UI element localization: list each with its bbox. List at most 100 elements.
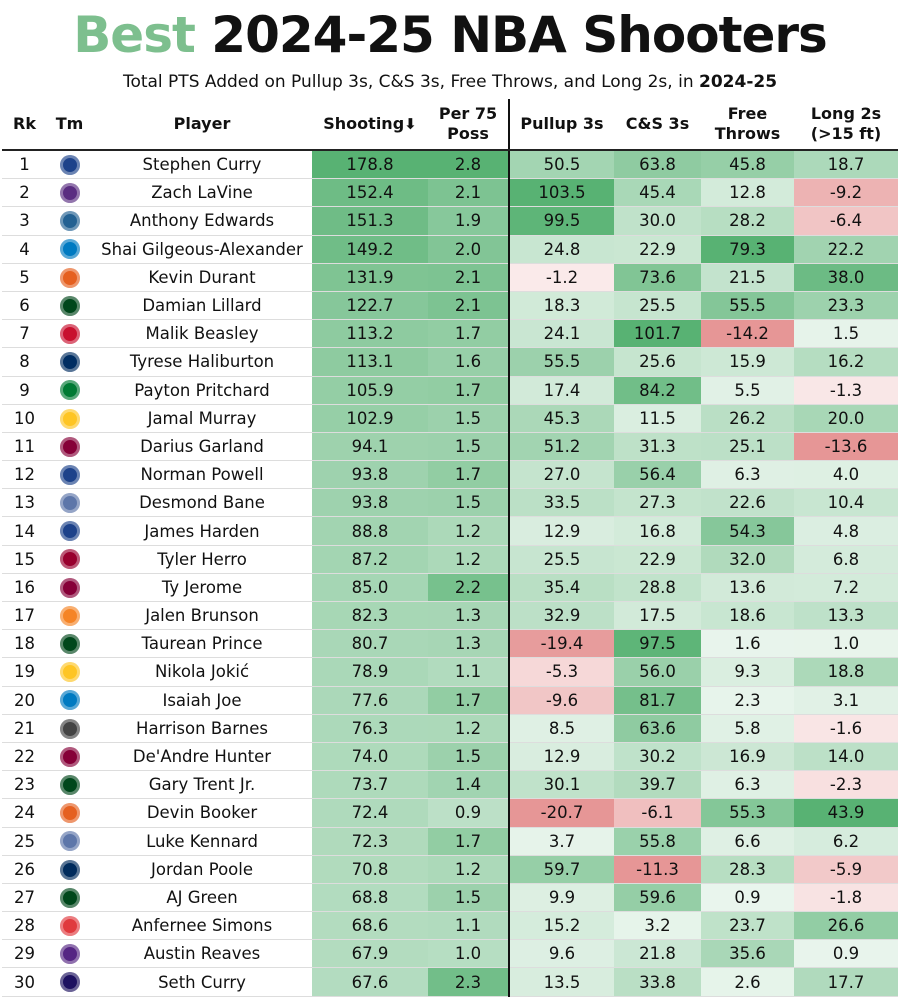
stat-cell: 152.4 <box>312 178 428 208</box>
stat-cell: 101.7 <box>614 319 701 349</box>
stat-cell: 1.9 <box>428 206 509 236</box>
team-cell <box>47 770 92 800</box>
stat-cell: 2.3 <box>701 686 794 715</box>
stat-cell: 28.2 <box>701 206 794 236</box>
stat-cell: 2.1 <box>428 263 509 292</box>
player-name: Harrison Barnes <box>92 714 312 743</box>
stat-cell: 1.0 <box>428 939 509 969</box>
stat-cell: 84.2 <box>614 376 701 405</box>
stat-cell: 0.9 <box>794 939 898 969</box>
stat-cell: 3.2 <box>614 911 701 941</box>
team-logo <box>59 662 80 683</box>
stat-cell: 1.5 <box>428 432 509 462</box>
stat-cell: 103.5 <box>508 178 614 208</box>
stat-cell: 4.0 <box>794 460 898 490</box>
rank: 9 <box>2 376 47 405</box>
player-name: James Harden <box>92 516 312 546</box>
rank: 25 <box>2 827 47 856</box>
stat-cell: -20.7 <box>508 798 614 828</box>
stat-cell: 32.9 <box>508 601 614 631</box>
stat-cell: 1.0 <box>794 629 898 659</box>
player-row: 16 Ty Jerome 85.0 2.2 35.4 28.8 13.6 7.2 <box>2 573 898 603</box>
team-logo <box>59 915 80 936</box>
table-body: 1 Stephen Curry 178.8 2.8 50.5 63.8 45.8 18.7 2 Z… <box>2 150 898 997</box>
stat-cell: 151.3 <box>312 206 428 236</box>
player-name: Damian Lillard <box>92 291 312 321</box>
stat-cell: 18.7 <box>794 150 898 180</box>
column-header-text: Rk <box>13 114 36 133</box>
rank: 23 <box>2 770 47 800</box>
stat-cell: 97.5 <box>614 629 701 659</box>
player-row: 11 Darius Garland 94.1 1.5 51.2 31.3 25.1 -13.6 <box>2 432 898 462</box>
stat-cell: 17.7 <box>794 967 898 997</box>
stat-cell: 56.0 <box>614 657 701 687</box>
stat-cell: 22.2 <box>794 235 898 264</box>
player-name: Shai Gilgeous-Alexander <box>92 235 312 264</box>
subtitle: Total PTS Added on Pullup 3s, C&S 3s, Fr… <box>0 72 900 92</box>
player-row: 6 Damian Lillard 122.7 2.1 18.3 25.5 55.5 23.3 <box>2 291 898 321</box>
stat-cell: 54.3 <box>701 516 794 546</box>
player-name: Anthony Edwards <box>92 206 312 236</box>
player-row: 3 Anthony Edwards 151.3 1.9 99.5 30.0 28.2 -6.4 <box>2 206 898 236</box>
stat-cell: 30.1 <box>508 770 614 800</box>
stat-cell: 1.3 <box>428 629 509 659</box>
stat-cell: 24.1 <box>508 319 614 349</box>
team-logo <box>59 746 80 767</box>
team-cell <box>47 319 92 349</box>
stat-cell: 11.5 <box>614 404 701 433</box>
stat-cell: 1.7 <box>428 319 509 349</box>
player-name: Kevin Durant <box>92 263 312 292</box>
rank: 12 <box>2 460 47 490</box>
stat-cell: 27.0 <box>508 460 614 490</box>
team-cell <box>47 178 92 208</box>
stat-cell: 9.9 <box>508 883 614 913</box>
team-cell <box>47 545 92 574</box>
rank: 20 <box>2 686 47 715</box>
stat-cell: 14.0 <box>794 742 898 772</box>
stat-cell: 77.6 <box>312 686 428 715</box>
team-cell <box>47 883 92 913</box>
player-row: 26 Jordan Poole 70.8 1.2 59.7 -11.3 28.3 -5.9 <box>2 855 898 884</box>
team-logo <box>59 577 80 598</box>
player-name: Nikola Jokić <box>92 657 312 687</box>
player-name: Malik Beasley <box>92 319 312 349</box>
stat-cell: 2.6 <box>701 967 794 997</box>
team-logo <box>59 352 80 373</box>
stat-cell: 67.6 <box>312 967 428 997</box>
stat-cell: 9.6 <box>508 939 614 969</box>
stat-cell: 45.3 <box>508 404 614 433</box>
stat-cell: 94.1 <box>312 432 428 462</box>
team-logo <box>59 211 80 232</box>
team-logo <box>59 831 80 852</box>
stat-cell: 45.4 <box>614 178 701 208</box>
stat-cell: 51.2 <box>508 432 614 462</box>
player-name: Tyler Herro <box>92 545 312 574</box>
stat-cell: 18.8 <box>794 657 898 687</box>
stat-cell: 1.4 <box>428 770 509 800</box>
stat-cell: 27.3 <box>614 488 701 518</box>
stat-cell: 2.8 <box>428 150 509 180</box>
title: Best 2024-25 NBA Shooters <box>0 6 900 64</box>
stat-cell: -9.6 <box>508 686 614 715</box>
team-cell <box>47 629 92 659</box>
stat-cell: 79.3 <box>701 235 794 264</box>
stat-cell: 1.7 <box>428 376 509 405</box>
player-name: Gary Trent Jr. <box>92 770 312 800</box>
column-header: Long 2s (>15 ft) <box>794 99 898 151</box>
stat-cell: 16.8 <box>614 516 701 546</box>
rank: 4 <box>2 235 47 264</box>
team-logo <box>59 183 80 204</box>
stat-cell: 25.5 <box>614 291 701 321</box>
stat-cell: 25.6 <box>614 347 701 377</box>
player-name: Jordan Poole <box>92 855 312 884</box>
rank: 26 <box>2 855 47 884</box>
stat-cell: 22.9 <box>614 545 701 574</box>
stat-cell: 17.4 <box>508 376 614 405</box>
stat-cell: 87.2 <box>312 545 428 574</box>
column-header: Per 75 Poss <box>428 99 509 151</box>
team-logo <box>59 239 80 260</box>
player-name: Taurean Prince <box>92 629 312 659</box>
player-row: 25 Luke Kennard 72.3 1.7 3.7 55.8 6.6 6.2 <box>2 827 898 856</box>
player-name: Payton Pritchard <box>92 376 312 405</box>
team-cell <box>47 657 92 687</box>
